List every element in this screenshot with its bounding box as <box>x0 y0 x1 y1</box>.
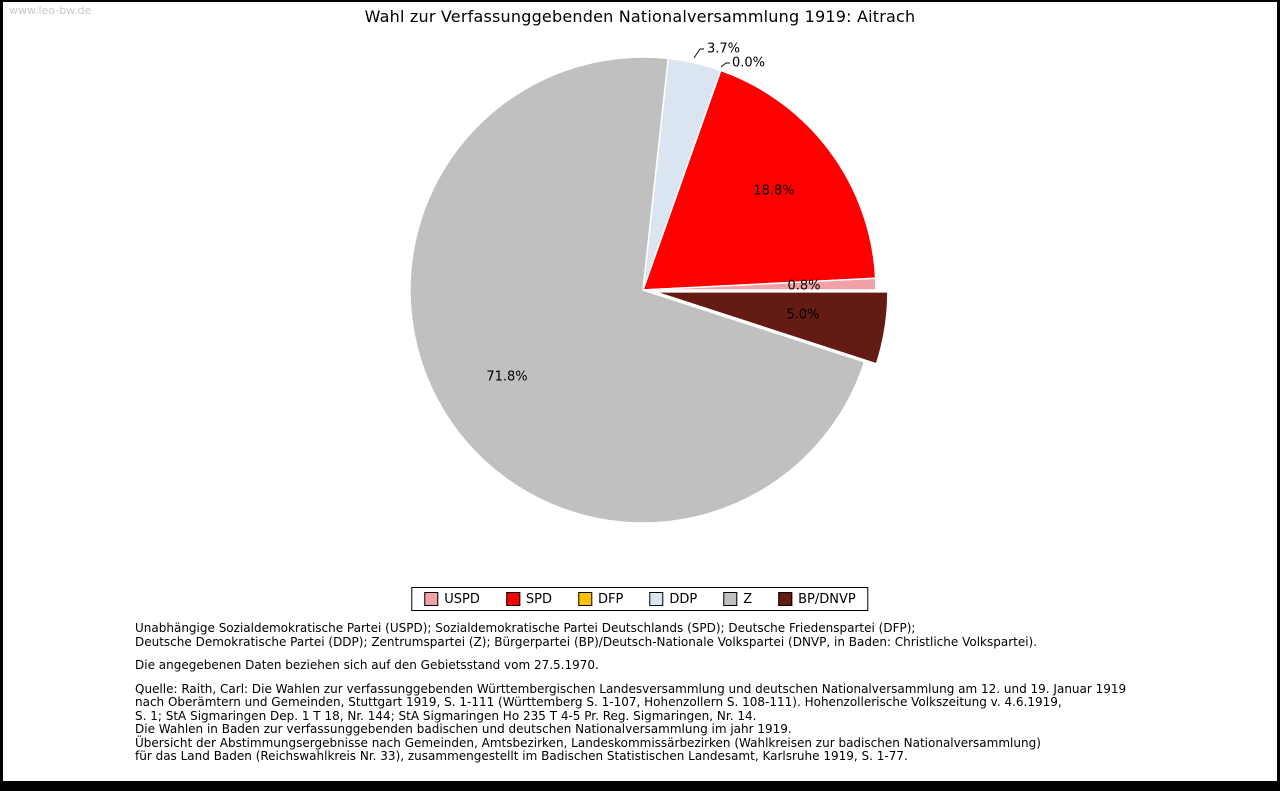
footer-notes: Unabhängige Sozialdemokratische Partei (… <box>135 621 1127 764</box>
footer-line: Deutsche Demokratische Partei (DDP); Zen… <box>135 634 1038 649</box>
leader-line-dfp <box>720 62 730 68</box>
footer-line: S. 1; StA Sigmaringen Dep. 1 T 18, Nr. 1… <box>135 708 757 723</box>
leader-line-ddp <box>693 48 704 59</box>
legend-label-dfp: DFP <box>598 591 624 607</box>
legend-item-bp-dnvp: BP/DNVP <box>778 592 856 607</box>
legend-label-z: Z <box>743 591 753 607</box>
legend-swatch-z <box>723 592 738 606</box>
pie-slice-uspd <box>642 277 877 291</box>
pie-slice-z <box>409 56 866 524</box>
legend-item-ddp: DDP <box>649 592 697 607</box>
pct-label-dfp: 0.0% <box>732 56 765 71</box>
gebietsstand-note: Die angegebenen Daten beziehen sich auf … <box>135 658 599 672</box>
footer-line: für das Land Baden (Reichswahlkreis Nr. … <box>135 749 908 763</box>
footer-line: nach Oberämtern und Gemeinden, Stuttgart… <box>135 695 1062 709</box>
legend-swatch-ddp <box>649 592 664 606</box>
pct-label-bp-dnvp: 5.0% <box>786 308 819 323</box>
chart-title: Wahl zur Verfassunggebenden Nationalvers… <box>364 7 916 26</box>
legend-swatch-spd <box>505 592 520 606</box>
legend-swatch-bp-dnvp <box>778 592 793 606</box>
legend-item-dfp: DFP <box>578 592 623 607</box>
legend-label-ddp: DDP <box>669 591 698 607</box>
pie-slice-bp-dnvp <box>654 291 889 365</box>
pct-label-spd: 18.8% <box>753 184 794 199</box>
abbreviation-note: Unabhängige Sozialdemokratische Partei (… <box>135 621 1126 649</box>
footer-line: Unabhängige Sozialdemokratische Partei (… <box>135 621 916 635</box>
legend-item-uspd: USPD <box>424 592 480 607</box>
legend-swatch-dfp <box>578 592 593 606</box>
footer-line: Übersicht der Abstimmungsergebnisse nach… <box>135 735 1041 750</box>
pct-label-z: 71.8% <box>486 370 527 385</box>
legend-label-uspd: USPD <box>444 591 480 607</box>
legend-item-z: Z <box>723 592 752 607</box>
footer-line: Die Wahlen in Baden zur verfassunggebend… <box>135 722 792 736</box>
legend-swatch-uspd <box>424 592 439 606</box>
legend: USPD SPD DFP DDP Z BP/DNVP <box>411 587 869 611</box>
pct-label-ddp: 3.7% <box>707 42 740 57</box>
footer-line: Quelle: Raith, Carl: Die Wahlen zur verf… <box>135 681 1127 696</box>
quelle-note: Quelle: Raith, Carl: Die Wahlen zur verf… <box>135 681 1127 764</box>
legend-label-spd: SPD <box>525 591 553 607</box>
watermark-leo-bw: www.leo-bw.de <box>9 4 92 17</box>
legend-label-bp-dnvp: BP/DNVP <box>798 591 856 607</box>
legend-item-spd: SPD <box>505 591 553 607</box>
pie-slice-spd <box>641 69 877 291</box>
pie-chart: 3.7%0.0% 18.8% 0.8% 5.0% 71.8% <box>409 42 889 524</box>
pct-label-uspd: 0.8% <box>787 279 820 294</box>
